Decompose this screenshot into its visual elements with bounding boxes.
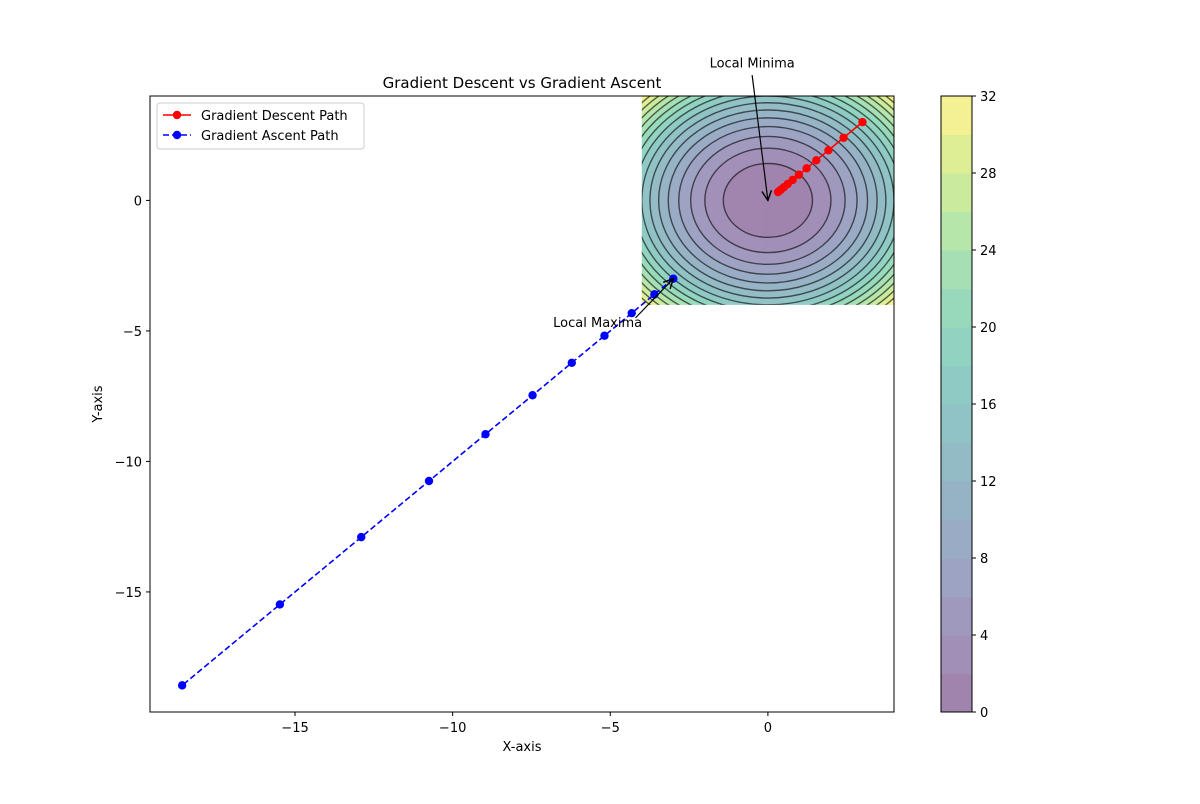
- colorbar-tick-label: 8: [980, 552, 988, 567]
- series-1-point: [567, 358, 576, 367]
- legend-box: [156, 102, 365, 150]
- colorbar-tick-label: 24: [980, 244, 997, 259]
- series-layer: [177, 117, 867, 690]
- series-1-point: [600, 331, 609, 340]
- x-tick-label: −5: [601, 721, 620, 736]
- series-0-point: [839, 133, 848, 142]
- series-1-point: [627, 308, 636, 318]
- y-tick-label: −15: [115, 586, 142, 601]
- legend-marker: [172, 110, 182, 120]
- series-0-point: [824, 146, 833, 155]
- legend: Gradient Descent Path Gradient Ascent Pat…: [156, 102, 365, 150]
- y-tick-label: 0: [134, 194, 142, 209]
- colorbar-band: [941, 327, 972, 366]
- legend-label: Gradient Descent Path: [201, 109, 348, 124]
- colorbar-fill: [941, 96, 972, 713]
- series-0-point: [773, 187, 783, 197]
- x-tick-label: −15: [281, 721, 308, 736]
- colorbar-band: [941, 173, 972, 212]
- annotation-arrow: [635, 279, 673, 319]
- colorbar-band: [941, 519, 972, 559]
- series-1-point: [177, 681, 187, 690]
- colorbar-band: [941, 404, 972, 443]
- colorbar-band: [941, 635, 972, 674]
- series-0-point: [794, 170, 804, 179]
- colorbar-tick-label: 16: [980, 398, 997, 413]
- series-1-point: [424, 476, 434, 486]
- contour-line: [704, 147, 832, 254]
- series-1-point: [650, 290, 659, 299]
- annotation-layer: Local Minima Local Maxima: [553, 56, 795, 331]
- colorbar-band: [941, 365, 972, 405]
- series-1-point: [481, 430, 490, 439]
- series-1-point: [528, 391, 537, 400]
- legend-label: Gradient Ascent Path: [201, 129, 339, 144]
- colorbar-band: [941, 134, 972, 174]
- series-1-point: [357, 532, 366, 542]
- contour-line: [689, 135, 846, 266]
- colorbar-tick-label: 20: [980, 321, 997, 336]
- y-axis-label: Y-axis: [91, 385, 106, 423]
- colorbar-band: [941, 673, 972, 713]
- contour-line: [678, 125, 858, 275]
- x-axis-label: X-axis: [503, 740, 542, 755]
- contour-line: [657, 109, 878, 292]
- plot-frame: [149, 95, 895, 713]
- series-0-point: [858, 117, 867, 127]
- series-0-point: [812, 156, 821, 165]
- colorbar-band: [941, 288, 972, 328]
- y-tick-label: −5: [123, 325, 142, 340]
- series-0-point: [802, 164, 811, 173]
- colorbar-tick-label: 4: [980, 629, 988, 644]
- x-axis-ticks: −15 −10 −5 0: [281, 712, 772, 736]
- contour-line: [649, 102, 887, 299]
- colorbar-tick-label: 32: [980, 90, 997, 105]
- series-1-point: [275, 600, 285, 609]
- annotation-label: Local Maxima: [553, 316, 642, 331]
- y-tick-label: −10: [115, 455, 142, 470]
- colorbar-tick-label: 28: [980, 167, 997, 182]
- colorbar-band: [941, 558, 972, 597]
- colorbar-band: [941, 211, 972, 251]
- colorbar-band: [941, 481, 972, 520]
- legend-marker: [172, 130, 182, 140]
- colorbar-tick-label: 0: [980, 706, 988, 721]
- colorbar-tick-label: 12: [980, 475, 997, 490]
- contour-line: [667, 117, 869, 284]
- colorbar: 0 4 8 12 16 20 24 28 32: [940, 90, 997, 721]
- x-tick-label: 0: [764, 721, 772, 736]
- annotation-label: Local Minima: [710, 56, 795, 71]
- colorbar-band: [941, 596, 972, 636]
- y-axis-ticks: −15 −10 −5 0: [115, 194, 150, 601]
- contour-line: [722, 162, 814, 239]
- chart-title: Gradient Descent vs Gradient Ascent: [383, 74, 662, 92]
- colorbar-band: [941, 96, 972, 135]
- colorbar-band: [941, 250, 972, 289]
- colorbar-band: [941, 442, 972, 482]
- x-tick-label: −10: [439, 721, 466, 736]
